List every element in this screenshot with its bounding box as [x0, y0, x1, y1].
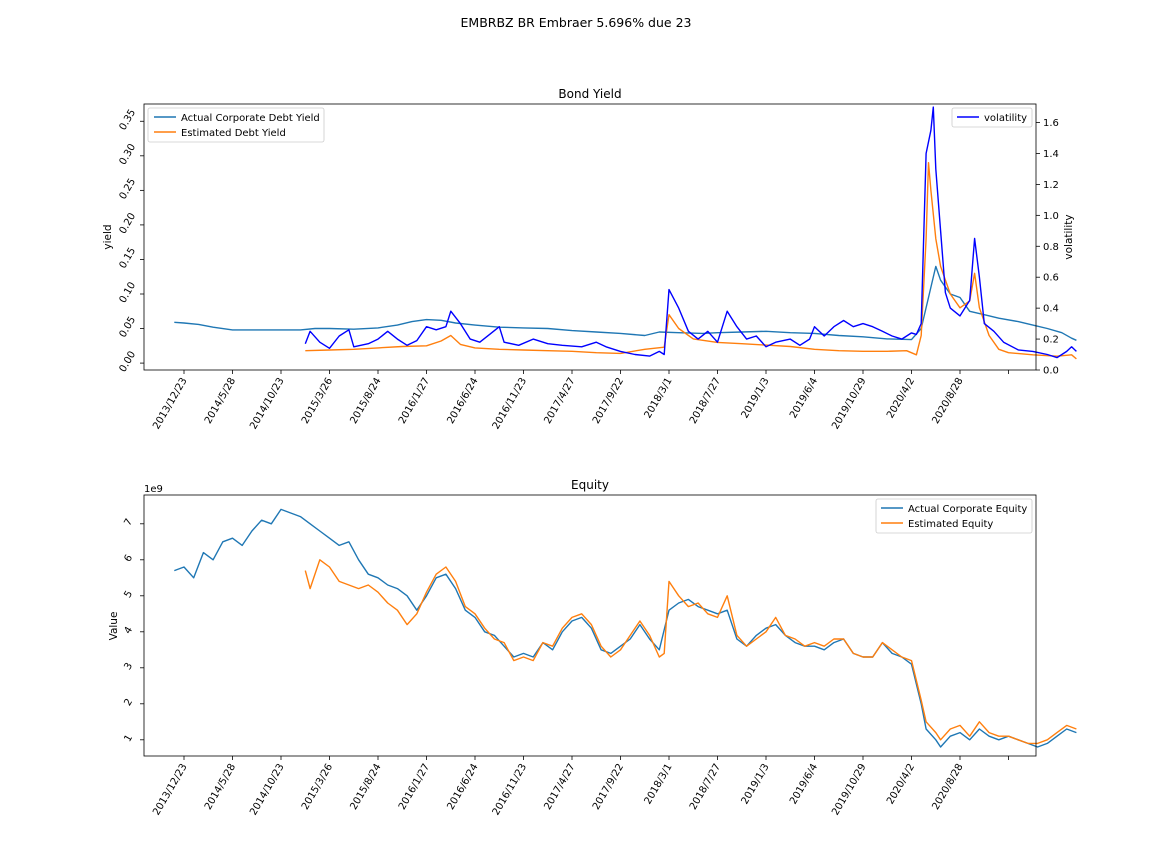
bond-yield-axes-frame [143, 103, 1037, 371]
actual-debt-yield-line [174, 265, 1077, 341]
equity-offset-label: 1e9 [144, 484, 163, 495]
volatility-line [304, 106, 1077, 359]
y2-tick-label: 1.0 [1043, 211, 1059, 222]
estimated-debt-yield-line [305, 162, 1077, 360]
x-tick-label: 2014/5/28 [203, 376, 238, 426]
x-tick-label: 2014/5/28 [203, 762, 238, 812]
x-tick-label: 2017/9/22 [591, 376, 626, 426]
y-tick-label: 3 [122, 661, 135, 672]
x-tick-label: 2016/1/27 [397, 762, 432, 812]
equity-y-ticks: 1 2 3 4 5 6 7 [122, 517, 144, 744]
y-tick-label: 0.25 [118, 177, 139, 202]
y-tick-label: 0.15 [118, 246, 139, 271]
x-tick-label: 2018/7/27 [688, 376, 723, 426]
bond-yield-y2label: volatility [1063, 214, 1075, 259]
legend-label-actual-debt-yield: Actual Corporate Debt Yield [181, 113, 320, 124]
y2-tick-label: 0.0 [1043, 366, 1059, 377]
x-tick-label: 2020/8/28 [930, 762, 965, 812]
y-tick-label: 1 [122, 733, 135, 744]
bond-yield-legend-left: Actual Corporate Debt Yield Estimated De… [147, 107, 325, 143]
legend-right-box [951, 107, 1033, 128]
x-tick-label: 2018/3/1 [643, 762, 675, 806]
y-tick-label: 0.30 [118, 142, 139, 167]
y-tick-label: 5 [122, 589, 135, 600]
estimated-equity-line [304, 559, 1077, 745]
y2-tick-label: 0.6 [1043, 273, 1059, 284]
legend-label-estimated-equity: Estimated Equity [908, 519, 993, 530]
x-tick-label: 2017/4/27 [542, 762, 577, 812]
y2-tick-label: 1.4 [1043, 149, 1059, 160]
x-tick-label: 2019/1/3 [740, 762, 772, 806]
figure-suptitle: EMBRBZ BR Embraer 5.696% due 23 [461, 15, 692, 30]
x-tick-label: 2016/6/24 [445, 762, 480, 812]
equity-title: Equity [571, 478, 609, 492]
x-tick-label: 2020/4/2 [885, 762, 917, 806]
y2-tick-label: 1.6 [1043, 118, 1059, 129]
equity-plot-area [174, 508, 1077, 748]
y-tick-label: 2 [122, 697, 135, 708]
x-tick-label: 2015/8/24 [348, 376, 383, 426]
equity-legend: Actual Corporate Equity Estimated Equity [875, 498, 1033, 534]
x-tick-label: 2019/6/4 [788, 762, 820, 806]
y2-tick-label: 0.8 [1043, 242, 1059, 253]
x-tick-label: 2015/8/24 [348, 762, 383, 812]
x-tick-label: 2019/10/29 [830, 762, 868, 817]
bond-yield-title: Bond Yield [558, 87, 621, 101]
bond-yield-plot-area [174, 106, 1077, 360]
bond-yield-panel: Bond Yield 2013/12/23 2014/5/28 2014/10/23… [102, 87, 1077, 431]
y-tick-label: 0.35 [118, 108, 139, 133]
x-tick-label: 2014/10/23 [248, 376, 286, 431]
x-tick-label: 2017/9/22 [591, 762, 626, 812]
y-tick-label: 4 [122, 625, 135, 636]
y-tick-label: 0.00 [118, 349, 139, 374]
legend-left-box [147, 107, 325, 143]
y-tick-label: 0.20 [118, 211, 139, 236]
bond-yield-x-ticks: 2013/12/23 2014/5/28 2014/10/23 2015/3/26 20… [151, 370, 1009, 431]
bond-yield-legend-right: volatility [951, 107, 1033, 128]
y-tick-label: 0.10 [118, 280, 139, 305]
x-tick-label: 2020/8/28 [930, 376, 965, 426]
x-tick-label: 2016/1/27 [397, 376, 432, 426]
x-tick-label: 2019/10/29 [830, 376, 868, 431]
x-tick-label: 2016/6/24 [445, 376, 480, 426]
x-tick-label: 2016/11/23 [491, 762, 529, 817]
x-tick-label: 2018/7/27 [688, 762, 723, 812]
bond-yield-ylabel: yield [102, 224, 114, 249]
x-tick-label: 2014/10/23 [248, 762, 286, 817]
equity-legend-box [875, 498, 1033, 534]
bond-yield-y2-ticks: 0.0 0.2 0.4 0.6 0.8 1.0 1.2 1.4 1.6 [1036, 118, 1059, 377]
x-tick-label: 2019/1/3 [740, 376, 772, 420]
x-tick-label: 2019/6/4 [788, 376, 820, 420]
actual-equity-line [174, 508, 1077, 748]
equity-ylabel: Value [108, 612, 120, 641]
x-tick-label: 2015/3/26 [300, 762, 335, 812]
legend-label-estimated-debt-yield: Estimated Debt Yield [181, 128, 286, 139]
y2-tick-label: 0.4 [1043, 304, 1059, 315]
y2-tick-label: 1.2 [1043, 180, 1059, 191]
bond-yield-y-ticks: 0.00 0.05 0.10 0.15 0.20 0.25 0.30 0.35 [118, 108, 144, 374]
legend-label-actual-equity: Actual Corporate Equity [908, 504, 1027, 515]
y-tick-label: 6 [122, 553, 135, 564]
equity-axes-frame [143, 494, 1037, 757]
x-tick-label: 2013/12/23 [151, 762, 189, 817]
x-tick-label: 2016/11/23 [491, 376, 529, 431]
legend-label-volatility: volatility [984, 113, 1027, 124]
x-tick-label: 2013/12/23 [151, 376, 189, 431]
x-tick-label: 2017/4/27 [542, 376, 577, 426]
equity-x-ticks: 2013/12/23 2014/5/28 2014/10/23 2015/3/26 20… [151, 756, 1009, 817]
x-tick-label: 2015/3/26 [300, 376, 335, 426]
y-tick-label: 0.05 [118, 315, 139, 340]
equity-panel: Equity 1e9 2013/12/23 2014/5/28 2014/10/23… [108, 478, 1077, 817]
x-tick-label: 2020/4/2 [885, 376, 917, 420]
y2-tick-label: 0.2 [1043, 335, 1059, 346]
y-tick-label: 7 [122, 517, 135, 528]
x-tick-label: 2018/3/1 [643, 376, 675, 420]
